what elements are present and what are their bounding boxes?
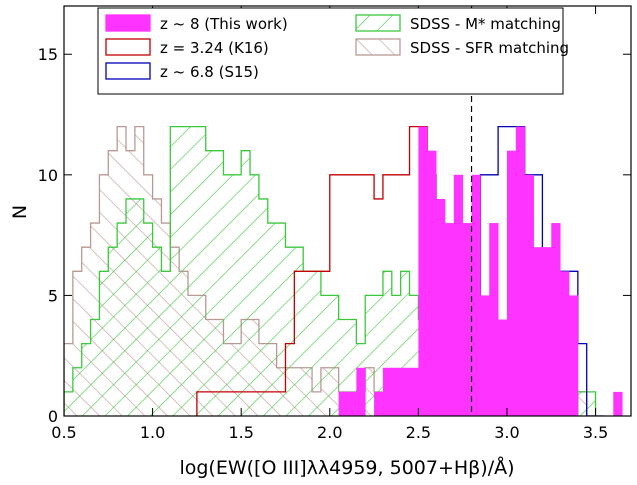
- legend-swatch-k16: [105, 38, 151, 56]
- legend-label-sdss_mstar: SDSS - M* matching: [410, 15, 561, 33]
- axis-ticks: 0.5 1.0 1.5 2.0 2.5 3.0 3.5 0 5 10 15: [38, 6, 631, 442]
- plot-frame: [63, 5, 632, 417]
- legend-swatch-sdss_sfr: [355, 38, 401, 56]
- y-axis-label: N: [9, 205, 31, 219]
- bar-this_work-20: [506, 150, 517, 416]
- bar-this_work-24: [542, 247, 552, 416]
- bar-this_work-8: [400, 367, 410, 416]
- bar-this_work-2: [347, 391, 357, 416]
- bar-this_work-9: [409, 367, 419, 416]
- legend-box: [97, 7, 564, 95]
- bar-this_work-18: [489, 223, 499, 416]
- x-tick-label: 3.0: [494, 423, 519, 442]
- bar-this_work-7: [391, 367, 402, 416]
- series-layer: [64, 125, 623, 416]
- x-tick-label: 0.5: [51, 423, 76, 442]
- bar-this_work-27: [568, 295, 579, 416]
- bar-this_work-6: [382, 367, 393, 416]
- x-tick-label: 3.5: [583, 423, 608, 442]
- bar-this_work-12: [436, 198, 446, 416]
- bar-this_work-17: [480, 295, 490, 416]
- x-tick-label: 2.0: [317, 423, 342, 442]
- y-tick-label: 10: [38, 166, 58, 185]
- bar-this_work-32: [613, 391, 623, 416]
- legend-swatch-this_work: [105, 14, 151, 32]
- bar-this_work-13: [444, 223, 455, 416]
- y-tick-label: 15: [38, 45, 58, 64]
- bar-this_work-25: [551, 223, 561, 416]
- bar-this_work-21: [515, 126, 526, 416]
- bar-this_work-15: [462, 223, 472, 416]
- x-tick-label: 2.5: [406, 423, 431, 442]
- x-axis-label: log(EW([O III]λλ4959, 5007+Hβ)/Å): [179, 456, 514, 479]
- legend-label-k16: z = 3.24 (K16): [160, 39, 269, 57]
- bar-this_work-14: [453, 174, 464, 416]
- bar-this_work-16: [471, 174, 481, 416]
- bar-this_work-19: [498, 319, 508, 416]
- bar-this_work-3: [356, 367, 366, 416]
- legend-swatch-sdss_mstar: [355, 14, 401, 32]
- bar-this_work-11: [427, 150, 437, 416]
- bar-this_work-5: [374, 391, 384, 416]
- legend-label-this_work: z ~ 8 (This work): [160, 15, 288, 33]
- series-k16: [196, 125, 507, 416]
- bar-this_work-23: [533, 247, 543, 416]
- step-line-k16: [196, 125, 507, 416]
- bar-this_work-22: [524, 174, 534, 416]
- y-tick-label: 5: [48, 286, 58, 305]
- x-tick-label: 1.5: [228, 423, 253, 442]
- bar-this_work-26: [560, 271, 570, 416]
- legend-label-s15: z ~ 6.8 (S15): [160, 63, 259, 81]
- series-this_work: [338, 126, 623, 416]
- legend-swatch-s15: [105, 62, 151, 80]
- bar-this_work-10: [418, 126, 428, 416]
- x-tick-label: 1.0: [140, 423, 165, 442]
- legend: z ~ 8 (This work) z = 3.24 (K16) z ~ 6.8 (…: [97, 7, 569, 95]
- hatch-fill-sdss_mstar: [64, 126, 596, 416]
- bar-this_work-1: [338, 391, 348, 416]
- legend-label-sdss_sfr: SDSS - SFR matching: [410, 39, 569, 57]
- y-tick-label: 0: [48, 407, 58, 426]
